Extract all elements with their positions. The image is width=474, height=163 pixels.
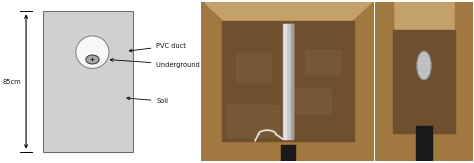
- Ellipse shape: [86, 55, 99, 64]
- Bar: [305, 50, 340, 74]
- Bar: [222, 21, 354, 141]
- Bar: [375, 133, 473, 161]
- Bar: [281, 145, 295, 161]
- Bar: [228, 105, 279, 137]
- Polygon shape: [354, 2, 374, 161]
- Ellipse shape: [76, 36, 109, 68]
- Bar: [375, 2, 473, 30]
- Bar: [283, 24, 286, 139]
- Ellipse shape: [417, 51, 431, 80]
- Bar: [283, 24, 293, 139]
- Bar: [375, 2, 393, 161]
- Text: 85cm: 85cm: [2, 79, 21, 84]
- Bar: [416, 126, 432, 161]
- Bar: [455, 2, 473, 161]
- Bar: [43, 11, 133, 152]
- Bar: [292, 24, 293, 139]
- Bar: [236, 53, 271, 82]
- Text: PVC duct: PVC duct: [129, 43, 186, 52]
- Bar: [393, 30, 455, 133]
- Text: Underground Cable: Underground Cable: [110, 59, 221, 68]
- Bar: [288, 89, 331, 113]
- Polygon shape: [205, 2, 371, 21]
- Polygon shape: [201, 2, 222, 161]
- Polygon shape: [205, 141, 371, 161]
- Text: Soil: Soil: [127, 97, 168, 104]
